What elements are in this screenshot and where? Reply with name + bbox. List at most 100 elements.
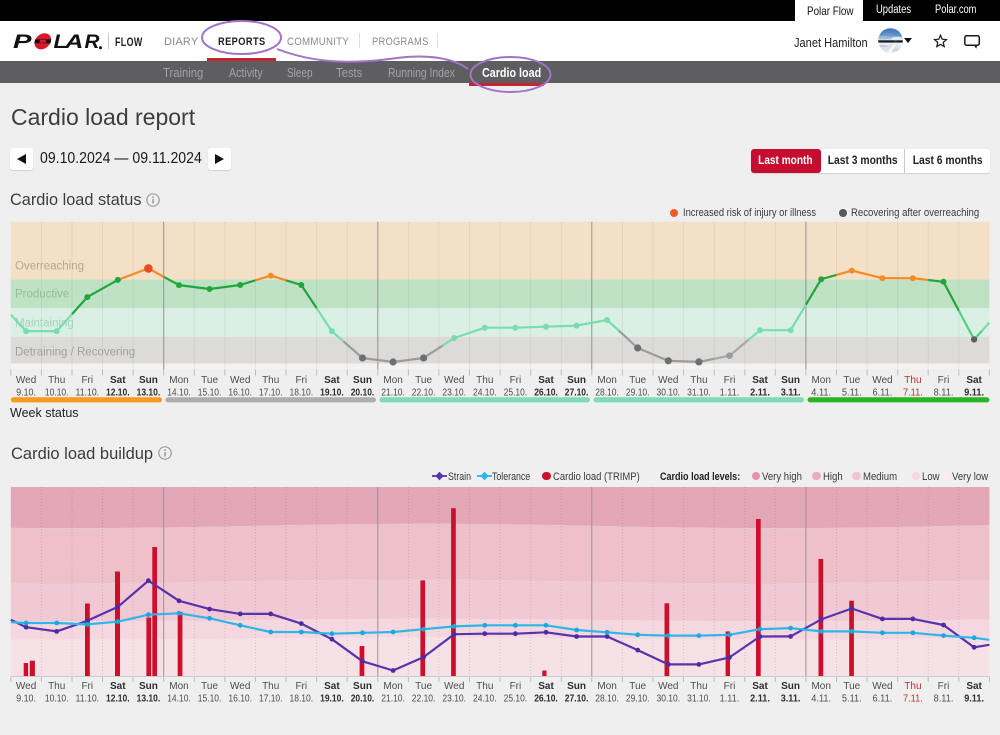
svg-text:15.10.: 15.10. xyxy=(198,694,222,705)
svg-text:Wed: Wed xyxy=(658,375,678,386)
svg-text:L: L xyxy=(54,32,68,52)
svg-text:28.10.: 28.10. xyxy=(595,694,619,705)
svg-text:Mon: Mon xyxy=(169,681,188,692)
svg-text:Fri: Fri xyxy=(510,681,522,692)
svg-text:8.11.: 8.11. xyxy=(934,694,954,705)
svg-text:Mon: Mon xyxy=(383,681,402,692)
svg-text:31.10.: 31.10. xyxy=(687,388,711,399)
svg-text:Sun: Sun xyxy=(353,375,372,386)
svg-text:29.10.: 29.10. xyxy=(626,694,650,705)
svg-text:17.10.: 17.10. xyxy=(259,388,283,399)
svg-text:5.11.: 5.11. xyxy=(842,694,862,705)
svg-text:Fri: Fri xyxy=(724,681,736,692)
svg-text:13.10.: 13.10. xyxy=(137,694,161,705)
svg-text:Thu: Thu xyxy=(690,681,707,692)
svg-text:Sat: Sat xyxy=(110,681,126,692)
svg-text:6.11.: 6.11. xyxy=(873,694,893,705)
svg-text:Sun: Sun xyxy=(781,681,800,692)
svg-text:22.10.: 22.10. xyxy=(412,388,436,399)
svg-text:21.10.: 21.10. xyxy=(381,388,405,399)
svg-text:Sat: Sat xyxy=(538,681,554,692)
svg-text:Tue: Tue xyxy=(415,375,432,386)
svg-text:Overreaching: Overreaching xyxy=(15,261,84,273)
svg-text:Sat: Sat xyxy=(324,375,340,386)
svg-text:4.11.: 4.11. xyxy=(811,694,831,705)
svg-text:Mon: Mon xyxy=(383,375,402,386)
svg-text:Thu: Thu xyxy=(48,375,65,386)
svg-text:9.10.: 9.10. xyxy=(16,388,36,399)
svg-text:6.11.: 6.11. xyxy=(873,388,893,399)
svg-text:12.10.: 12.10. xyxy=(106,388,130,399)
svg-text:30.10.: 30.10. xyxy=(657,694,681,705)
svg-text:Tue: Tue xyxy=(843,375,860,386)
svg-text:Tue: Tue xyxy=(415,681,432,692)
svg-text:Tue: Tue xyxy=(843,681,860,692)
svg-text:Sat: Sat xyxy=(538,375,554,386)
svg-text:Fri: Fri xyxy=(724,375,736,386)
svg-text:8.11.: 8.11. xyxy=(934,388,954,399)
svg-text:Sat: Sat xyxy=(752,375,768,386)
svg-text:Maintaining: Maintaining xyxy=(15,318,74,330)
svg-text:23.10.: 23.10. xyxy=(442,388,466,399)
svg-text:9.10.: 9.10. xyxy=(16,694,36,705)
svg-text:5.11.: 5.11. xyxy=(842,388,862,399)
svg-text:Thu: Thu xyxy=(904,375,921,386)
svg-text:Thu: Thu xyxy=(476,375,493,386)
svg-text:Sun: Sun xyxy=(139,375,158,386)
svg-text:Sun: Sun xyxy=(139,681,158,692)
svg-text:Thu: Thu xyxy=(476,681,493,692)
svg-text:Mon: Mon xyxy=(811,375,830,386)
svg-text:26.10.: 26.10. xyxy=(534,388,558,399)
svg-text:16.10.: 16.10. xyxy=(228,388,252,399)
svg-text:Tue: Tue xyxy=(201,375,218,386)
svg-text:Thu: Thu xyxy=(690,375,707,386)
svg-text:18.10.: 18.10. xyxy=(290,388,314,399)
svg-text:29.10.: 29.10. xyxy=(626,388,650,399)
svg-text:Mon: Mon xyxy=(811,681,830,692)
svg-text:R: R xyxy=(85,32,100,52)
svg-text:Thu: Thu xyxy=(904,681,921,692)
svg-text:Mon: Mon xyxy=(169,375,188,386)
svg-text:3.11.: 3.11. xyxy=(781,388,801,399)
svg-text:15.10.: 15.10. xyxy=(198,388,222,399)
svg-text:Fri: Fri xyxy=(938,681,950,692)
svg-text:Fri: Fri xyxy=(295,375,307,386)
svg-text:Sat: Sat xyxy=(324,681,340,692)
svg-text:Fri: Fri xyxy=(510,375,522,386)
svg-text:19.10.: 19.10. xyxy=(320,694,344,705)
svg-text:14.10.: 14.10. xyxy=(167,694,191,705)
svg-text:3.11.: 3.11. xyxy=(781,694,801,705)
svg-text:Sun: Sun xyxy=(781,375,800,386)
svg-text:Fri: Fri xyxy=(295,681,307,692)
svg-text:24.10.: 24.10. xyxy=(473,388,497,399)
svg-text:24.10.: 24.10. xyxy=(473,694,497,705)
svg-text:28.10.: 28.10. xyxy=(595,388,619,399)
svg-text:Thu: Thu xyxy=(48,681,65,692)
svg-text:Sun: Sun xyxy=(567,681,586,692)
svg-text:9.11.: 9.11. xyxy=(964,694,984,705)
svg-text:Fri: Fri xyxy=(81,375,93,386)
svg-text:Fri: Fri xyxy=(81,681,93,692)
svg-text:20.10.: 20.10. xyxy=(351,388,375,399)
svg-text:16.10.: 16.10. xyxy=(228,694,252,705)
svg-text:19.10.: 19.10. xyxy=(320,388,344,399)
svg-text:17.10.: 17.10. xyxy=(259,694,283,705)
svg-text:Sat: Sat xyxy=(966,681,982,692)
svg-text:Productive: Productive xyxy=(15,289,69,301)
svg-text:12.10.: 12.10. xyxy=(106,694,130,705)
svg-text:2.11.: 2.11. xyxy=(750,388,770,399)
svg-text:Sat: Sat xyxy=(110,375,126,386)
svg-text:P: P xyxy=(13,32,32,52)
svg-text:27.10.: 27.10. xyxy=(565,694,589,705)
svg-text:Sat: Sat xyxy=(966,375,982,386)
svg-text:Wed: Wed xyxy=(16,681,36,692)
svg-text:9.11.: 9.11. xyxy=(964,388,984,399)
svg-text:31.10.: 31.10. xyxy=(687,694,711,705)
svg-text:7.11.: 7.11. xyxy=(903,388,923,399)
svg-text:26.10.: 26.10. xyxy=(534,694,558,705)
svg-text:25.10.: 25.10. xyxy=(504,694,528,705)
svg-text:Wed: Wed xyxy=(872,681,892,692)
svg-text:Thu: Thu xyxy=(262,681,279,692)
svg-text:22.10.: 22.10. xyxy=(412,694,436,705)
svg-text:10.10.: 10.10. xyxy=(45,388,69,399)
